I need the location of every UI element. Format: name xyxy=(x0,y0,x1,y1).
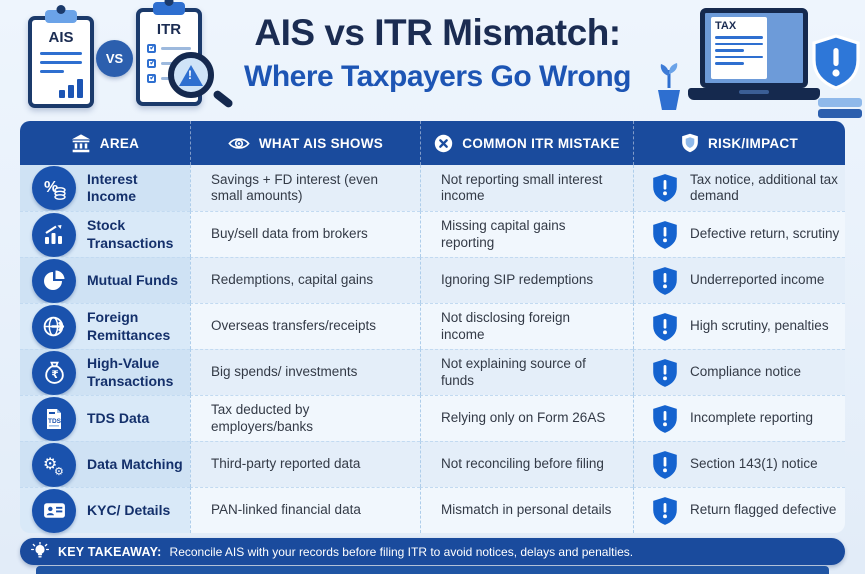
risk-impact-text: Tax notice, additional tax demand xyxy=(690,171,838,203)
pie-chart-icon xyxy=(32,258,76,303)
risk-impact-text: High scrutiny, penalties xyxy=(690,318,829,334)
globe-arrow-icon xyxy=(32,304,76,349)
checkbox-icon xyxy=(147,72,157,83)
laptop-illustration: TAX xyxy=(688,8,820,108)
alert-shield-icon xyxy=(652,358,678,388)
table-row: ₹ High-Value Transactions Big spends/ in… xyxy=(20,349,845,395)
risk-impact-text: Defective return, scrutiny xyxy=(690,226,840,242)
id-card-icon xyxy=(32,488,76,533)
bank-icon xyxy=(71,133,91,153)
table-header-row: AREA WHAT AIS SHOWS xyxy=(20,121,845,165)
shield-icon xyxy=(681,133,699,153)
area-label: TDS Data xyxy=(87,409,150,426)
area-label: Interest Income xyxy=(87,170,138,204)
table-row: Mutual Funds Redemptions, capital gains … xyxy=(20,257,845,303)
warning-triangle-icon xyxy=(179,64,203,86)
alert-shield-icon xyxy=(652,173,678,203)
page-title: AIS vs ITR Mismatch: Where Taxpayers Go … xyxy=(225,12,650,94)
key-takeaway-banner: KEY TAKEAWAY: Reconcile AIS with your re… xyxy=(20,538,845,565)
table-row: TDS TDS Data Tax deducted by employers/b… xyxy=(20,395,845,441)
itr-mistake-text: Not reporting small interest income xyxy=(441,171,603,203)
eye-icon xyxy=(228,136,250,151)
title-line1: AIS vs ITR Mismatch: xyxy=(254,12,621,53)
risk-impact-text: Section 143(1) notice xyxy=(690,456,818,472)
ais-shows-text: Overseas transfers/receipts xyxy=(211,318,377,334)
area-label: Stock Transactions xyxy=(87,217,174,251)
svg-text:⚙: ⚙ xyxy=(54,465,64,478)
risk-impact-text: Return flagged defective xyxy=(690,502,837,518)
alert-shield-icon xyxy=(652,450,678,480)
column-header-risk: RISK/IMPACT xyxy=(633,121,845,165)
books-illustration xyxy=(818,96,862,118)
gears-icon: ⚙ ⚙ xyxy=(32,442,76,487)
alert-shield-icon xyxy=(652,496,678,526)
tds-document-icon: TDS xyxy=(32,396,76,441)
takeaway-text: Reconcile AIS with your records before f… xyxy=(169,544,634,559)
itr-mistake-text: Not reconciling before filing xyxy=(441,456,604,472)
itr-mistake-text: Not explaining source of funds xyxy=(441,356,586,388)
vs-badge: VS xyxy=(96,40,133,77)
itr-mistake-text: Mismatch in personal details xyxy=(441,502,612,518)
magnifier-warning-icon xyxy=(168,52,235,109)
svg-text:⚙: ⚙ xyxy=(43,454,57,473)
ais-shows-text: Third-party reported data xyxy=(211,456,361,472)
alert-shield-icon xyxy=(652,404,678,434)
table-row: % Interest Income Savings + FD interest … xyxy=(20,165,845,211)
clipboard-clip-icon xyxy=(153,2,185,15)
ais-shows-text: Savings + FD interest (even small amount… xyxy=(211,171,378,203)
lightbulb-icon xyxy=(30,541,50,562)
bottom-accent-strip xyxy=(36,566,829,574)
x-circle-icon xyxy=(434,134,453,153)
column-header-ais: WHAT AIS SHOWS xyxy=(190,121,420,165)
risk-impact-text: Underreported income xyxy=(690,272,825,288)
plant-illustration xyxy=(652,58,686,110)
hero-header: AIS VS ITR AIS vs ITR Mismatch: Where Ta… xyxy=(0,0,865,118)
tax-document-illustration: TAX xyxy=(711,17,767,79)
itr-mistake-text: Missing capital gains reporting xyxy=(441,218,566,250)
alert-shield-icon xyxy=(652,220,678,250)
ais-shows-text: Big spends/ investments xyxy=(211,364,358,380)
ais-shows-text: Redemptions, capital gains xyxy=(211,272,374,288)
alert-shield-icon xyxy=(652,266,678,296)
table-row: ⚙ ⚙ Data Matching Third-party reported d… xyxy=(20,441,845,487)
comparison-table: AREA WHAT AIS SHOWS xyxy=(20,121,845,533)
area-label: Foreign Remittances xyxy=(87,309,171,343)
alert-shield-icon xyxy=(652,312,678,342)
column-header-mistake: COMMON ITR MISTAKE xyxy=(420,121,633,165)
area-label: High-Value Transactions xyxy=(87,355,174,389)
table-row: Stock Transactions Buy/sell data from br… xyxy=(20,211,845,257)
itr-doc-label: ITR xyxy=(156,21,182,38)
itr-mistake-text: Relying only on Form 26AS xyxy=(441,410,606,426)
takeaway-label: KEY TAKEAWAY: xyxy=(58,544,162,559)
area-label: Data Matching xyxy=(87,455,183,472)
percent-coins-icon: % xyxy=(32,166,76,210)
checkbox-icon xyxy=(147,42,157,53)
checkbox-icon xyxy=(147,57,157,68)
table-row: Foreign Remittances Overseas transfers/r… xyxy=(20,303,845,349)
area-label: Mutual Funds xyxy=(87,271,178,288)
tax-doc-label: TAX xyxy=(715,20,737,32)
risk-impact-text: Incomplete reporting xyxy=(690,410,814,426)
ais-doc-label: AIS xyxy=(48,29,74,46)
table-row: KYC/ Details PAN-linked financial data M… xyxy=(20,487,845,533)
ais-shows-text: PAN-linked financial data xyxy=(211,502,361,518)
ais-document-illustration: AIS xyxy=(28,10,94,108)
itr-mistake-text: Not disclosing foreign income xyxy=(441,310,571,342)
itr-mistake-text: Ignoring SIP redemptions xyxy=(441,272,594,288)
ais-shows-text: Tax deducted by employers/banks xyxy=(211,402,314,434)
area-label: KYC/ Details xyxy=(87,501,171,518)
growth-chart-icon xyxy=(32,212,76,257)
risk-impact-text: Compliance notice xyxy=(690,364,802,380)
clipboard-clip-icon xyxy=(45,10,77,23)
column-header-area: AREA xyxy=(20,121,190,165)
bar-chart-icon xyxy=(59,79,83,98)
shield-alert-illustration xyxy=(812,33,860,91)
svg-text:₹: ₹ xyxy=(51,369,58,381)
svg-text:TDS: TDS xyxy=(48,418,62,425)
svg-text:%: % xyxy=(44,179,58,196)
ais-shows-text: Buy/sell data from brokers xyxy=(211,226,368,242)
money-bag-icon: ₹ xyxy=(32,350,76,395)
title-line2: Where Taxpayers Go Wrong xyxy=(244,60,631,93)
